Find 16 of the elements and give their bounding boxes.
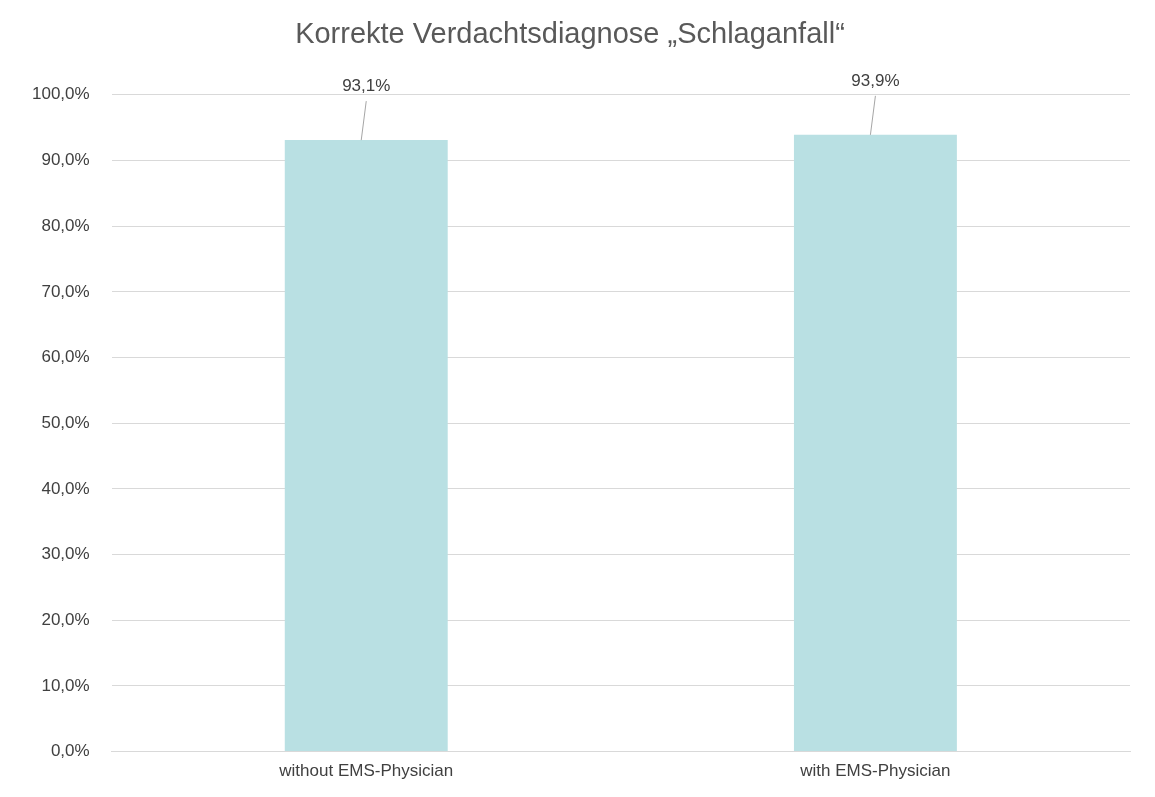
- y-tick-label: 90,0%: [41, 150, 90, 170]
- y-tick-label: 40,0%: [41, 478, 90, 498]
- y-tick-label: 50,0%: [41, 412, 90, 432]
- data-label: 93,1%: [342, 76, 391, 96]
- data-label: 93,9%: [851, 71, 900, 91]
- y-tick-label: 60,0%: [41, 347, 90, 367]
- y-tick-label: 100,0%: [31, 84, 90, 104]
- y-tick-label: 10,0%: [41, 675, 90, 695]
- y-tick-label: 80,0%: [41, 215, 90, 235]
- y-tick-label: 20,0%: [41, 609, 90, 629]
- y-tick-label: 30,0%: [41, 544, 90, 564]
- y-tick-label: 70,0%: [41, 281, 90, 301]
- chart-title: Korrekte Verdachtsdiagnose „Schlaganfall“: [295, 17, 845, 50]
- x-tick-label: without EMS-Physician: [278, 761, 454, 781]
- x-tick-label: with EMS-Physician: [799, 761, 951, 781]
- y-tick-label: 0,0%: [50, 741, 90, 761]
